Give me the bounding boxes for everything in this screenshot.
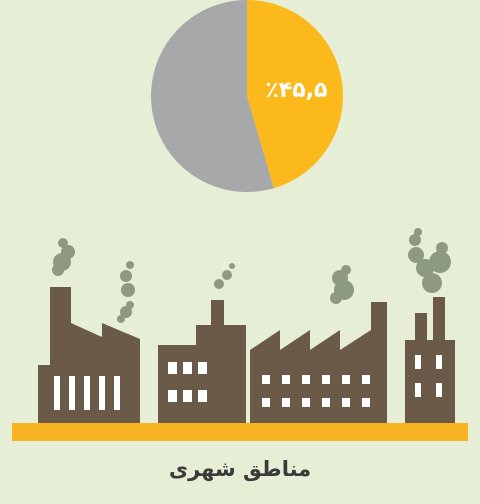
ground	[12, 423, 468, 441]
pie: ٪۴۵,۵	[151, 0, 343, 192]
page: ٪۴۵,۵ مناطق شهری (() => { const data = J…	[0, 0, 480, 504]
caption: مناطق شهری	[169, 457, 311, 481]
chart: ٪۴۵,۵ مناطق شهری	[0, 0, 480, 504]
value-label: ٪۴۵,۵	[265, 78, 327, 103]
